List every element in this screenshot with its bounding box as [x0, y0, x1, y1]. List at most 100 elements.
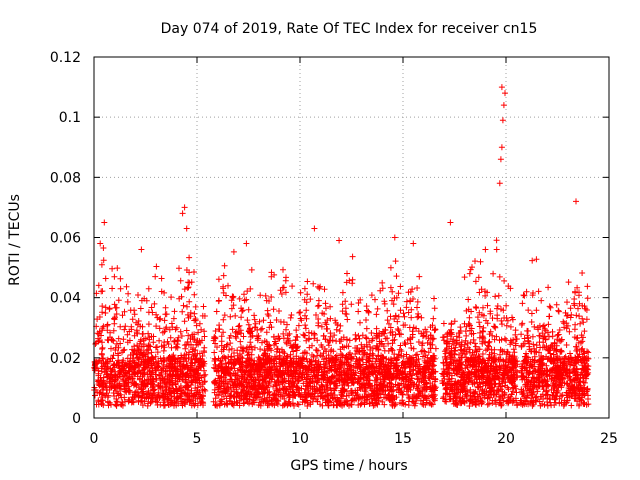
data-point	[389, 288, 396, 295]
data-point	[200, 402, 206, 409]
data-point	[100, 383, 106, 390]
data-point	[521, 292, 528, 299]
data-point	[479, 334, 486, 341]
data-point	[297, 362, 304, 369]
data-point	[220, 366, 227, 373]
data-point	[428, 386, 434, 393]
data-point	[126, 364, 133, 371]
data-point	[458, 386, 465, 393]
data-point	[212, 340, 219, 347]
data-point	[92, 392, 98, 399]
data-point	[188, 387, 195, 394]
data-point	[268, 356, 275, 363]
data-point	[345, 382, 352, 389]
data-point	[305, 336, 312, 343]
data-point	[262, 367, 269, 374]
data-point	[503, 337, 510, 344]
data-point	[327, 303, 334, 310]
data-point	[162, 311, 169, 318]
data-point	[186, 399, 193, 405]
data-point	[430, 393, 437, 400]
data-point	[376, 332, 383, 339]
data-point	[484, 302, 491, 309]
data-point	[548, 376, 555, 383]
data-point	[476, 379, 483, 386]
data-point	[394, 366, 401, 373]
data-point	[141, 398, 148, 405]
data-point	[385, 359, 392, 366]
data-point	[365, 380, 372, 387]
data-point	[263, 338, 270, 345]
data-point	[116, 385, 123, 392]
data-point	[479, 357, 486, 364]
data-point	[153, 311, 160, 318]
data-point	[162, 371, 169, 377]
data-point	[341, 359, 348, 366]
data-point	[355, 300, 362, 306]
data-point	[326, 398, 333, 405]
data-point	[466, 314, 473, 321]
data-point	[504, 317, 511, 324]
data-point	[328, 378, 335, 385]
data-point	[281, 401, 288, 408]
data-point	[544, 373, 551, 380]
data-point	[518, 331, 525, 338]
data-point	[514, 401, 521, 408]
data-point	[314, 303, 321, 310]
data-point	[108, 345, 114, 352]
data-point	[349, 280, 356, 287]
data-point	[330, 348, 337, 355]
data-point	[322, 336, 329, 343]
data-point	[400, 310, 407, 317]
data-point	[368, 363, 375, 370]
data-point	[351, 395, 358, 401]
data-point	[431, 327, 438, 334]
data-point	[389, 297, 395, 304]
data-point	[511, 365, 517, 371]
data-point	[280, 319, 287, 326]
data-point	[305, 400, 311, 406]
data-point	[567, 350, 573, 357]
data-point	[346, 277, 353, 284]
data-point	[301, 296, 308, 303]
data-point	[467, 322, 473, 329]
data-point	[102, 275, 109, 282]
data-point	[227, 371, 234, 378]
data-point	[412, 400, 419, 407]
data-point	[393, 273, 400, 280]
data-point	[247, 285, 254, 292]
data-point	[252, 382, 258, 389]
data-point	[501, 348, 508, 355]
data-point	[262, 350, 269, 357]
data-point	[391, 355, 398, 361]
data-point	[175, 334, 182, 341]
data-point	[148, 349, 155, 356]
data-point	[486, 400, 492, 407]
data-point	[194, 337, 201, 344]
data-point	[196, 389, 203, 395]
data-point	[344, 270, 350, 277]
data-point	[553, 342, 560, 349]
data-point	[276, 356, 283, 363]
data-point	[432, 326, 439, 333]
data-point	[283, 326, 289, 333]
data-point	[190, 392, 196, 399]
data-point	[501, 335, 508, 342]
data-point	[471, 390, 478, 396]
data-point	[98, 360, 105, 367]
data-point	[403, 373, 410, 380]
data-point	[160, 391, 167, 397]
data-point	[242, 369, 249, 376]
data-point	[112, 347, 119, 353]
data-point	[565, 390, 572, 397]
data-point	[288, 312, 295, 318]
data-point	[420, 397, 427, 404]
data-point	[575, 353, 582, 360]
data-point	[215, 276, 222, 283]
data-point	[244, 374, 251, 380]
data-point	[317, 386, 324, 393]
data-point	[456, 330, 463, 336]
data-point	[486, 343, 492, 350]
data-point	[174, 341, 181, 348]
data-point	[278, 291, 285, 297]
